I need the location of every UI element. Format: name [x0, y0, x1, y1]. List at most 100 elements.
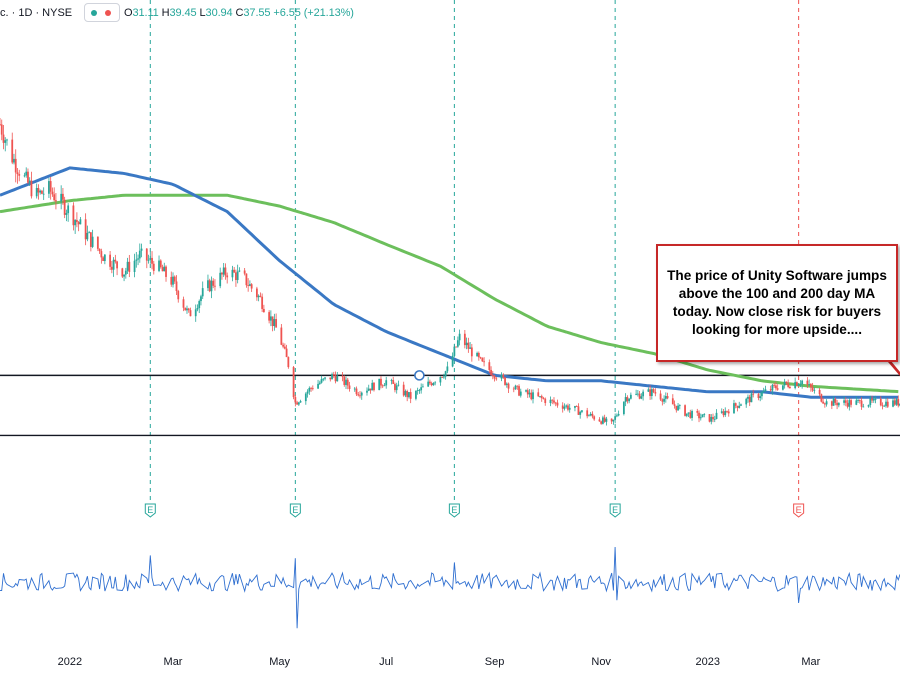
- candle: [857, 398, 859, 404]
- candle: [673, 400, 676, 409]
- symbol-label[interactable]: c. · 1D · NYSE: [0, 7, 73, 19]
- candle-body: [708, 414, 711, 422]
- candle: [268, 310, 271, 324]
- candle-body: [175, 281, 178, 292]
- high-label: H: [161, 7, 170, 19]
- candle-body: [483, 361, 485, 363]
- candle: [640, 393, 643, 400]
- candle: [698, 410, 700, 423]
- candle-body: [602, 417, 604, 424]
- candle-body: [135, 259, 138, 261]
- candle-body: [103, 254, 106, 262]
- close-label: C: [235, 7, 244, 19]
- candle-body: [145, 248, 148, 261]
- candle: [201, 281, 204, 299]
- candle: [614, 413, 617, 424]
- candle: [283, 343, 286, 350]
- candle-body: [712, 416, 714, 420]
- candle-body: [823, 403, 826, 405]
- candle-body: [235, 272, 237, 281]
- candle: [748, 394, 751, 407]
- candle-body: [390, 380, 393, 381]
- candle-body: [427, 381, 430, 387]
- candle: [189, 307, 192, 317]
- candle-body: [221, 272, 223, 275]
- candle: [345, 376, 347, 390]
- candle: [112, 257, 115, 277]
- candle: [574, 405, 576, 412]
- candle-body: [553, 400, 555, 403]
- candle-body: [783, 381, 786, 386]
- ma-200-line: [0, 193, 899, 394]
- candle: [357, 391, 360, 397]
- candle-body: [261, 296, 264, 309]
- earnings-label: E: [147, 505, 153, 515]
- candle: [30, 171, 33, 199]
- candle: [53, 187, 56, 202]
- candle: [360, 391, 363, 400]
- candle-body: [369, 388, 372, 391]
- candle-body: [642, 391, 645, 397]
- candle: [490, 366, 492, 376]
- candle-body: [832, 399, 835, 406]
- candle-body: [874, 398, 877, 400]
- candle-body: [673, 404, 676, 406]
- x-tick-label: Sep: [485, 656, 505, 668]
- candle: [675, 405, 678, 413]
- candle: [72, 202, 75, 231]
- candle-body: [318, 382, 321, 384]
- candle-body: [177, 291, 180, 300]
- change-value: +6.55 (+21.13%): [273, 7, 354, 19]
- candle-body: [848, 400, 851, 407]
- candle-body: [514, 385, 517, 390]
- candle: [813, 387, 816, 394]
- candle-body: [381, 385, 384, 387]
- candle: [324, 377, 326, 381]
- candle: [650, 387, 653, 400]
- candle-body: [591, 413, 594, 417]
- candle-body: [761, 392, 763, 397]
- candle-body: [367, 388, 370, 391]
- candle-body: [652, 389, 655, 393]
- candle-body: [661, 399, 664, 402]
- candle: [282, 342, 285, 349]
- candle: [308, 386, 311, 395]
- annotation-callout[interactable]: The price of Unity Software jumps above …: [656, 244, 898, 362]
- candle-body: [581, 410, 583, 412]
- candle: [844, 397, 847, 407]
- low-value: 30.94: [205, 7, 233, 19]
- candle: [785, 381, 788, 385]
- candle: [175, 275, 178, 296]
- market-status-indicator[interactable]: [84, 3, 120, 22]
- candle: [415, 390, 417, 401]
- candle: [306, 389, 309, 398]
- candle: [427, 377, 430, 388]
- candle: [182, 296, 185, 312]
- candlestick-series: [0, 117, 900, 426]
- volume-oscillator-line: [0, 546, 900, 629]
- candle: [628, 398, 631, 404]
- candle: [259, 292, 262, 298]
- candle-body: [88, 232, 91, 234]
- candle: [848, 397, 851, 411]
- candle-body: [100, 251, 103, 258]
- candle-body: [614, 416, 617, 420]
- candle-body: [432, 382, 435, 386]
- x-tick-label: Mar: [801, 656, 820, 668]
- candle-body: [402, 384, 405, 396]
- candle-body: [280, 327, 283, 345]
- candle: [292, 365, 295, 400]
- candle: [16, 167, 19, 184]
- candle: [883, 404, 886, 407]
- candle: [147, 254, 150, 264]
- candle: [89, 232, 92, 252]
- candle: [0, 119, 3, 141]
- earnings-flag-icon: [793, 503, 805, 518]
- candle: [23, 172, 26, 178]
- volume-oscillator-pane: [0, 546, 900, 629]
- candle: [273, 313, 276, 331]
- candle: [684, 404, 686, 417]
- candle: [212, 278, 215, 289]
- candle-body: [666, 396, 669, 399]
